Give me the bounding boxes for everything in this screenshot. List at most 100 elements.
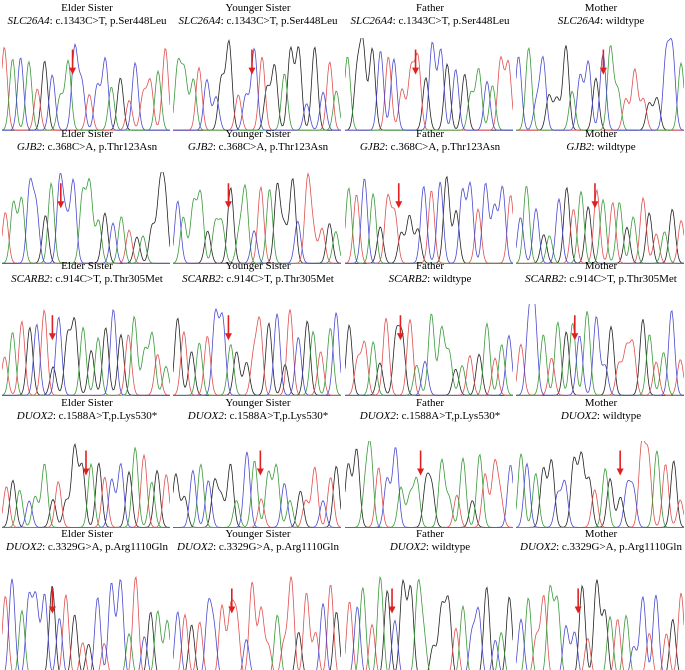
trace [2, 46, 170, 131]
chromatogram [173, 450, 341, 528]
chromatogram [516, 304, 684, 396]
gene-name: SLC26A4 [178, 15, 221, 27]
trace [173, 172, 341, 264]
trace [2, 42, 170, 131]
trace [516, 450, 684, 528]
member-label: Elder Sister [61, 397, 113, 409]
variant-label: SCARB2: c.914C>T, p.Thr305Met [516, 273, 685, 286]
trace [173, 307, 341, 396]
panel: Father DUOX2: c.1588A>T,p.Lys530* [345, 397, 515, 531]
trace [173, 466, 341, 528]
panel: Elder Sister SLC26A4: c.1343C>T, p.Ser448… [2, 2, 172, 134]
chromatogram [173, 307, 341, 396]
trace [2, 58, 170, 131]
trace [173, 47, 341, 131]
gene-name: DUOX2 [187, 410, 224, 422]
trace [2, 173, 170, 264]
variant-label: GJB2: wildtype [516, 141, 685, 154]
trace [516, 311, 684, 396]
panel: Father DUOX2: wildtype [345, 528, 515, 670]
chromatogram [2, 575, 170, 670]
trace [2, 211, 170, 264]
chromatogram [173, 576, 341, 670]
member-label: Elder Sister [61, 260, 113, 272]
arrow-head [395, 201, 403, 209]
trace [173, 56, 341, 131]
trace [516, 45, 684, 131]
member-label: Younger Sister [225, 128, 291, 140]
variant-label: GJB2: c.368C>A, p.Thr123Asn [345, 141, 515, 154]
trace [345, 178, 513, 264]
trace [516, 185, 684, 264]
member-label: Father [415, 128, 445, 140]
gene-name: GJB2 [359, 141, 385, 153]
chromatogram [516, 183, 684, 264]
gene-name: SCARB2 [182, 273, 221, 285]
variant-detail: : c.1588A>T,p.Lys530* [223, 410, 329, 422]
variant-detail: : c.368C>A, p.Thr123Asn [41, 141, 158, 153]
chromatogram [173, 38, 341, 131]
chromatogram [345, 313, 513, 396]
member-label: Younger Sister [225, 528, 291, 540]
chromatogram [516, 441, 684, 528]
trace [345, 56, 513, 131]
member-label: Father [415, 260, 445, 272]
chromatogram [345, 38, 513, 131]
member-label: Father [415, 528, 445, 540]
gene-name: DUOX2 [520, 541, 557, 553]
panel: Mother SCARB2: c.914C>T, p.Thr305Met [516, 260, 685, 399]
arrow-head [591, 201, 599, 209]
variant-detail: : wildtype [427, 273, 472, 285]
member-label: Elder Sister [61, 2, 113, 14]
chromatogram [2, 42, 170, 131]
variant-detail: : c.3329G>A, p.Arg1110Gln [213, 541, 339, 553]
trace [516, 197, 684, 264]
trace [173, 200, 341, 264]
member-label: Mother [584, 397, 618, 409]
member-label: Mother [584, 528, 618, 540]
variant-label: SCARB2: c.914C>T, p.Thr305Met [2, 273, 172, 286]
variant-detail: : c.914C>T, p.Thr305Met [563, 273, 677, 285]
trace [345, 313, 513, 396]
arrow-head [69, 67, 77, 75]
member-label: Younger Sister [225, 260, 291, 272]
trace [350, 606, 502, 670]
arrow-head [388, 606, 396, 614]
trace [521, 584, 633, 670]
member-label: Elder Sister [61, 128, 113, 140]
member-label: Mother [584, 128, 618, 140]
chromatogram [516, 38, 684, 131]
member-label: Father [415, 397, 445, 409]
panel: Father GJB2: c.368C>A, p.Thr123Asn [345, 128, 515, 267]
variant-detail: : wildtype [596, 410, 642, 422]
variant-detail: : c.914C>T, p.Thr305Met [220, 273, 334, 285]
variant-detail: : c.368C>A, p.Thr123Asn [384, 141, 501, 153]
trace [2, 177, 170, 264]
panel: Elder Sister DUOX2: c.3329G>A, p.Arg1110G… [2, 528, 172, 670]
member-label: Mother [584, 2, 618, 14]
member-label: Father [415, 2, 445, 14]
gene-name: SLC26A4 [350, 15, 393, 27]
chromatogram [2, 308, 170, 396]
variant-label: DUOX2: c.3329G>A, p.Arg1110Gln [2, 541, 172, 554]
trace [345, 190, 513, 264]
arrow-head [57, 201, 65, 209]
trace [173, 451, 341, 528]
arrow-head [224, 201, 232, 209]
trace [2, 446, 170, 528]
variant-label: SCARB2: wildtype [345, 273, 515, 286]
panel: Younger Sister DUOX2: c.3329G>A, p.Arg111… [173, 528, 343, 670]
panel: Elder Sister SCARB2: c.914C>T, p.Thr305Me… [2, 260, 172, 399]
variant-label: DUOX2: c.1588A>T,p.Lys530* [345, 410, 515, 423]
trace [345, 458, 513, 528]
chromatogram [345, 175, 513, 264]
variant-detail: : c.3329G>A, p.Arg1110Gln [42, 541, 168, 553]
variant-detail: : c.3329G>A, p.Arg1110Gln [556, 541, 682, 553]
variant-label: GJB2: c.368C>A, p.Thr123Asn [2, 141, 172, 154]
trace [185, 612, 341, 670]
member-label: Mother [584, 260, 618, 272]
panel: Younger Sister SCARB2: c.914C>T, p.Thr305… [173, 260, 343, 399]
variant-label: DUOX2: wildtype [516, 410, 685, 423]
trace [178, 576, 338, 670]
